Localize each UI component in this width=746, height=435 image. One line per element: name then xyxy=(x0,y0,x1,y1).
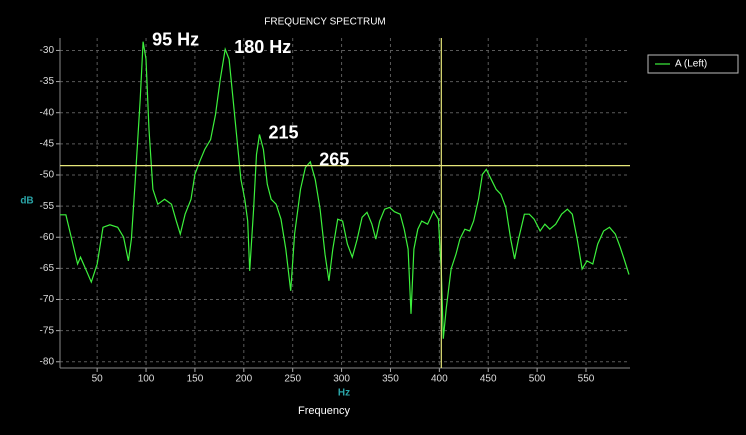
y-tick-label: -30 xyxy=(40,45,55,56)
x-tick-label: 350 xyxy=(382,374,399,385)
spectrum-line xyxy=(60,41,630,339)
x-tick-label: 500 xyxy=(529,374,546,385)
x-tick-label: 50 xyxy=(92,374,104,385)
x-tick-label: 250 xyxy=(284,374,301,385)
x-tick-label: 100 xyxy=(138,374,155,385)
y-tick-label: -65 xyxy=(40,263,55,274)
y-axis-label: dB xyxy=(20,196,33,207)
y-tick-label: -40 xyxy=(40,107,55,118)
annotation: 265 xyxy=(319,150,349,170)
x-tick-label: 550 xyxy=(578,374,595,385)
x-tick-label: 450 xyxy=(480,374,497,385)
annotation: 215 xyxy=(268,122,298,142)
x-axis-unit: Hz xyxy=(338,388,350,399)
y-tick-label: -55 xyxy=(40,201,55,212)
x-tick-label: 400 xyxy=(431,374,448,385)
legend-label: A (Left) xyxy=(675,59,707,70)
x-tick-label: 150 xyxy=(187,374,204,385)
y-tick-label: -35 xyxy=(40,76,55,87)
x-tick-label: 200 xyxy=(235,374,252,385)
x-tick-label: 300 xyxy=(333,374,350,385)
chart-title: FREQUENCY SPECTRUM xyxy=(264,17,386,28)
x-axis-label: Frequency xyxy=(298,405,350,417)
y-tick-label: -50 xyxy=(40,170,55,181)
y-tick-label: -60 xyxy=(40,232,55,243)
y-tick-label: -75 xyxy=(40,325,55,336)
y-tick-label: -80 xyxy=(40,356,55,367)
legend-box xyxy=(647,54,739,74)
annotation: 95 Hz xyxy=(152,29,199,49)
y-tick-label: -45 xyxy=(40,138,55,149)
y-tick-label: -70 xyxy=(40,294,55,305)
annotation: 180 Hz xyxy=(234,37,291,57)
